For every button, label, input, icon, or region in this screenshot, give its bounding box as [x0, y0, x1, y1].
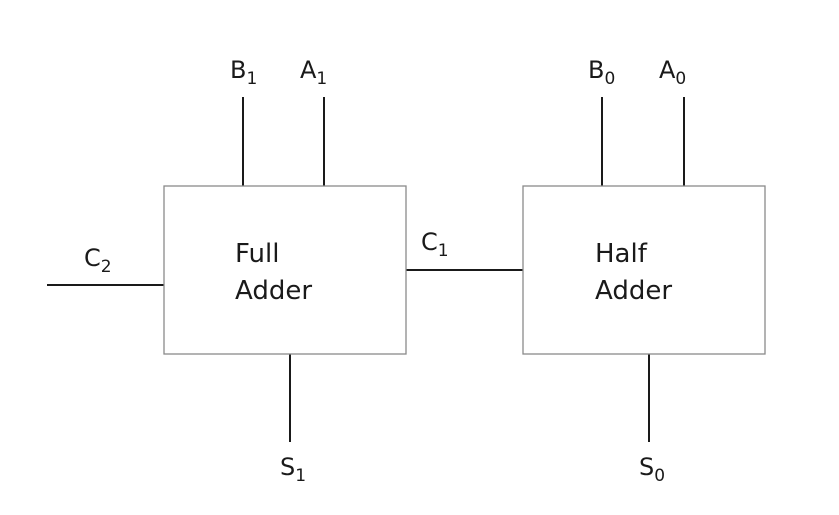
label-c2-sub: 2 [101, 257, 112, 277]
label-a0-sub: 0 [675, 69, 686, 89]
label-a0-base: A [659, 56, 676, 84]
full-adder-label-line2: Adder [235, 276, 312, 306]
label-a1: A1 [300, 56, 327, 89]
label-c2-base: C [84, 244, 101, 272]
label-c1-sub: 1 [438, 241, 449, 261]
label-b0-base: B [588, 56, 604, 84]
full-adder-block: Full Adder [163, 185, 407, 355]
full-adder-label-line1: Full [235, 239, 279, 269]
half-adder-box [522, 185, 766, 355]
label-b1-sub: 1 [246, 69, 257, 89]
label-c2: C2 [84, 244, 112, 277]
label-s0-base: S [639, 453, 654, 481]
label-s0-sub: 0 [654, 466, 665, 486]
label-s1-base: S [280, 453, 295, 481]
label-c1-base: C [421, 228, 438, 256]
label-b0: B0 [588, 56, 615, 89]
label-a1-base: A [300, 56, 317, 84]
label-a1-sub: 1 [316, 69, 327, 89]
half-adder-block: Half Adder [522, 185, 766, 355]
label-s1-sub: 1 [295, 466, 306, 486]
label-a0: A0 [659, 56, 686, 89]
label-b1: B1 [230, 56, 257, 89]
full-adder-box [163, 185, 407, 355]
label-c1: C1 [421, 228, 449, 261]
label-b0-sub: 0 [604, 69, 615, 89]
label-b1-base: B [230, 56, 246, 84]
half-adder-label-line1: Half [595, 239, 648, 269]
half-adder-label-line2: Adder [595, 276, 672, 306]
label-s1: S1 [280, 453, 306, 486]
label-s0: S0 [639, 453, 665, 486]
